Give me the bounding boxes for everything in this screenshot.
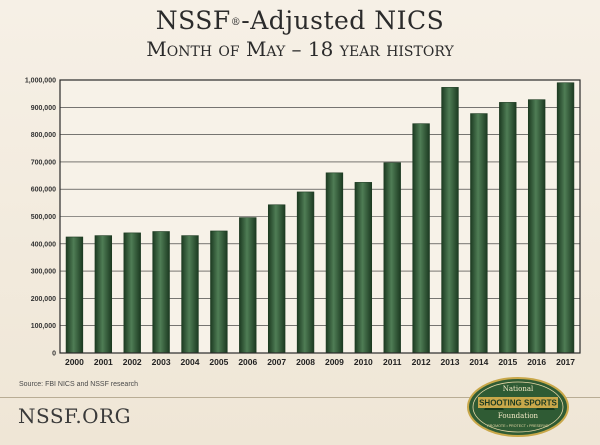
bar-2012	[412, 123, 430, 354]
x-tick-label: 2009	[325, 357, 344, 367]
bar-2017	[556, 82, 575, 354]
bar-2002	[123, 232, 141, 354]
bar-2011	[383, 162, 401, 354]
bar-chart: 0 100,000 200,000 300,000 400,000 500,000 600,…	[25, 78, 581, 367]
bar-2015	[499, 102, 517, 354]
y-tick-label: 900,000	[31, 105, 56, 112]
y-tick-label: 400,000	[31, 241, 56, 248]
y-tick-label: 200,000	[31, 296, 56, 303]
x-tick-label: 2001	[94, 357, 113, 367]
x-tick-label: 2004	[181, 357, 200, 367]
nssf-logo: National SHOOTING SPORTS Foundation PROM…	[467, 377, 569, 437]
bar-2004	[181, 235, 199, 354]
bar-2001	[94, 235, 113, 354]
source-note: Source: FBI NICS and NSSF research	[19, 381, 139, 388]
y-tick-label: 700,000	[31, 159, 56, 166]
y-tick-label: 1,000,000	[25, 78, 56, 85]
x-tick-label: 2017	[556, 357, 575, 367]
x-tick-label: 2013	[441, 357, 460, 367]
chart-title: NSSF®-Adjusted NICS	[155, 6, 445, 35]
bar-2009	[325, 172, 344, 354]
x-tick-label: 2008	[296, 357, 315, 367]
y-tick-label: 100,000	[31, 323, 56, 330]
x-tick-label: 2006	[238, 357, 257, 367]
bar-2005	[210, 230, 228, 354]
y-tick-label: 800,000	[31, 132, 56, 139]
chart-subtitle: Month of May – 18 year history	[146, 37, 454, 61]
x-tick-label: 2005	[209, 357, 228, 367]
y-tick-label: 300,000	[31, 269, 56, 276]
bar-2008	[296, 191, 315, 354]
x-tick-label: 2003	[152, 357, 171, 367]
bar-2006	[239, 217, 257, 354]
x-tick-label: 2007	[267, 357, 286, 367]
x-tick-label: 2014	[469, 357, 488, 367]
logo-text-middle: SHOOTING SPORTS	[479, 399, 557, 408]
bar-2007	[267, 204, 286, 354]
x-tick-label: 2002	[123, 357, 142, 367]
x-tick-label: 2011	[383, 357, 402, 367]
bar-2000	[65, 236, 84, 354]
bar-2013	[441, 87, 459, 354]
site-url[interactable]: NSSF.ORG	[18, 404, 132, 428]
bar-2014	[470, 113, 488, 354]
bar-2010	[354, 182, 373, 354]
y-tick-label: 500,000	[31, 214, 56, 221]
logo-text-top: National	[503, 385, 534, 393]
plot-frame	[59, 79, 581, 354]
logo-text-bottom: Foundation	[498, 412, 539, 420]
y-tick-label: 600,000	[31, 187, 56, 194]
bar-2016	[527, 99, 546, 354]
x-tick-label: 2012	[412, 357, 431, 367]
footer-divider	[0, 397, 600, 398]
bar-2003	[152, 231, 170, 354]
x-tick-label: 2015	[498, 357, 517, 367]
x-tick-label: 2010	[354, 357, 373, 367]
y-tick-label: 0	[52, 351, 56, 358]
x-tick-label: 2000	[65, 357, 84, 367]
logo-tagline: PROMOTE • PROTECT • PRESERVE	[487, 424, 549, 428]
x-tick-label: 2016	[527, 357, 546, 367]
